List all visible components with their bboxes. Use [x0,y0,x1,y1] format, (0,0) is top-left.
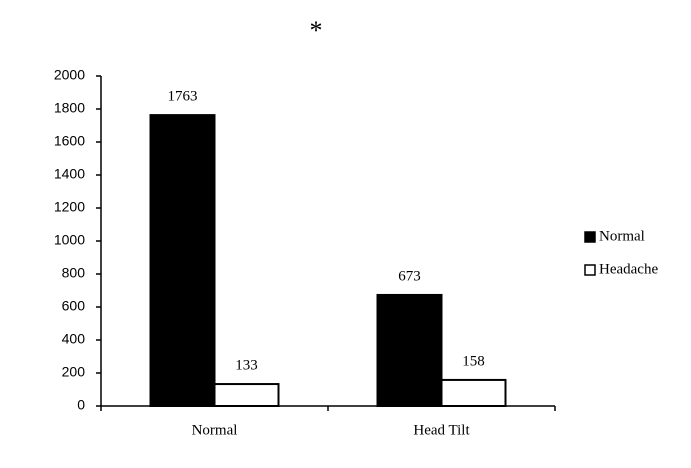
data-label: 1763 [168,89,198,105]
bar [440,378,507,407]
legend-swatch [584,231,596,243]
y-tick-label: 400 [62,331,86,347]
y-tick-label: 1200 [54,199,85,215]
y-tick-label: 600 [62,298,86,314]
y-tick-label: 800 [62,265,86,281]
y-tick-label: 1400 [54,166,85,182]
x-tick-label: Head Tilt [413,422,470,438]
y-tick-label: 1000 [54,232,85,248]
legend-swatch [584,264,596,276]
data-label: 133 [235,357,258,373]
data-label: 158 [462,353,485,369]
chart-title: * [310,16,323,45]
y-tick-label: 1800 [54,100,85,116]
bar [376,293,443,407]
bar [149,114,216,407]
data-label: 673 [398,268,421,284]
bar [213,383,280,407]
x-tick-label: Normal [192,422,238,438]
y-tick-label: 0 [77,397,85,413]
y-tick-label: 1600 [54,133,85,149]
legend-label: Normal [599,228,645,244]
y-tick-label: 200 [62,364,86,380]
y-tick-label: 2000 [54,67,85,83]
legend-label: Headache [599,261,658,277]
